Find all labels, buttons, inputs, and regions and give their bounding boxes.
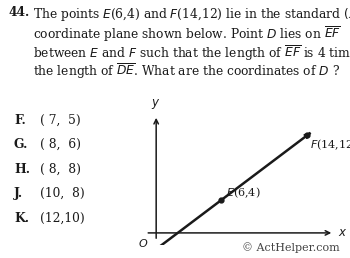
Text: The points $E$(6,4) and $F$(14,12) lie in the standard $(x,y)$: The points $E$(6,4) and $F$(14,12) lie i… — [33, 6, 350, 23]
Text: $O$: $O$ — [138, 237, 148, 249]
Text: © ActHelper.com: © ActHelper.com — [242, 242, 340, 253]
Text: J.: J. — [14, 187, 23, 200]
Text: $F$(14,12): $F$(14,12) — [310, 137, 350, 151]
Text: coordinate plane shown below. Point $D$ lies on $\overline{EF}$: coordinate plane shown below. Point $D$ … — [33, 25, 341, 44]
Text: $x$: $x$ — [338, 227, 348, 239]
Text: (12,10): (12,10) — [40, 212, 85, 224]
Text: between $E$ and $F$ such that the length of $\overline{EF}$ is 4 times: between $E$ and $F$ such that the length… — [33, 44, 350, 63]
Text: $y$: $y$ — [152, 97, 161, 111]
Text: K.: K. — [14, 212, 29, 224]
Text: ( 7,  5): ( 7, 5) — [40, 114, 81, 126]
Text: (10,  8): (10, 8) — [40, 187, 85, 200]
Text: ( 8,  6): ( 8, 6) — [40, 138, 81, 151]
Text: G.: G. — [14, 138, 28, 151]
Text: $E$(6,4): $E$(6,4) — [226, 185, 261, 200]
Text: H.: H. — [14, 163, 30, 175]
Text: F.: F. — [14, 114, 26, 126]
Text: ( 8,  8): ( 8, 8) — [40, 163, 81, 175]
Text: 44.: 44. — [9, 6, 30, 19]
Text: the length of $\overline{DE}$. What are the coordinates of $D$ ?: the length of $\overline{DE}$. What are … — [33, 62, 340, 81]
